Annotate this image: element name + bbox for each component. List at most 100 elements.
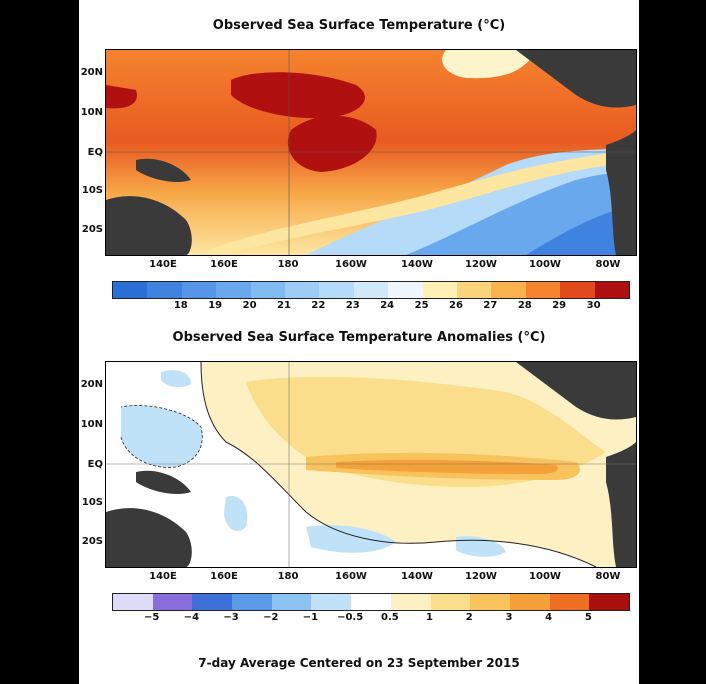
colorbar-swatch (560, 282, 595, 298)
colorbar-tick: 20 (242, 300, 257, 311)
sst-warm-pool-1 (231, 72, 365, 119)
ssta-cool-south-2 (306, 525, 396, 553)
colorbar-swatch (491, 282, 526, 298)
colorbar-swatch (457, 282, 492, 298)
lon-label: 80W (595, 259, 621, 270)
ssta-colorbar (112, 593, 630, 611)
ssta-land-south-america (606, 442, 636, 567)
lat-label: 20S (81, 224, 103, 235)
colorbar-swatch (470, 594, 510, 610)
figure-sheet: Observed Sea Surface Temperature (°C) 20… (79, 0, 639, 684)
lon-label: 100W (529, 259, 561, 270)
lat-label: 10N (80, 419, 103, 430)
colorbar-swatch (525, 282, 561, 298)
sst-land-new-guinea (136, 158, 191, 182)
colorbar-tick: 2 (465, 612, 473, 623)
colorbar-swatch (113, 594, 153, 610)
lon-label: 120W (465, 571, 497, 582)
colorbar-swatch (351, 594, 391, 610)
colorbar-swatch (390, 594, 431, 610)
colorbar-swatch (353, 282, 389, 298)
lat-label: EQ (87, 459, 103, 470)
colorbar-swatch (232, 594, 272, 610)
colorbar-tick: 21 (277, 300, 291, 311)
colorbar-swatch (311, 594, 352, 610)
lon-label: 140E (149, 571, 177, 582)
ssta-cool-west (121, 405, 203, 468)
sst-land-australia (106, 196, 192, 255)
colorbar-swatch (319, 282, 354, 298)
colorbar-tick: 24 (380, 300, 395, 311)
sst-title: Observed Sea Surface Temperature (°C) (212, 18, 506, 33)
colorbar-swatch (152, 594, 193, 610)
ssta-cool-north (161, 370, 191, 388)
lon-label: 160W (335, 259, 367, 270)
colorbar-tick: 26 (449, 300, 463, 311)
lat-label: 10N (80, 107, 103, 118)
lon-label: 80W (595, 571, 621, 582)
lon-label: 180 (277, 571, 299, 582)
colorbar-tick: 18 (173, 300, 188, 311)
caption: 7-day Average Centered on 23 September 2… (198, 656, 520, 670)
colorbar-tick: 0.5 (380, 612, 399, 623)
colorbar-swatch (271, 594, 312, 610)
colorbar-tick: 30 (586, 300, 601, 311)
lat-label: EQ (87, 147, 103, 158)
colorbar-tick: 23 (345, 300, 360, 311)
lon-label: 160E (210, 571, 238, 582)
colorbar-swatch (181, 282, 217, 298)
lat-label: 10S (81, 497, 103, 508)
lon-label: 140W (401, 259, 433, 270)
colorbar-tick: 22 (311, 300, 326, 311)
lat-label: 20N (80, 379, 103, 390)
colorbar-swatch (430, 594, 471, 610)
colorbar-tick: 1 (426, 612, 434, 623)
colorbar-swatch (147, 282, 182, 298)
lon-label: 180 (277, 259, 299, 270)
ssta-map (105, 361, 637, 568)
colorbar-tick: −4 (183, 612, 200, 623)
colorbar-tick: 5 (584, 612, 592, 623)
sst-cold-deep (526, 205, 636, 255)
colorbar-tick: 19 (208, 300, 223, 311)
ssta-equatorial-hot (336, 459, 558, 474)
lat-label: 20N (80, 67, 103, 78)
colorbar-swatch (216, 282, 251, 298)
lat-label: 10S (81, 185, 103, 196)
sst-map (105, 49, 637, 256)
colorbar-tick: 27 (483, 300, 498, 311)
lat-label: 20S (81, 536, 103, 547)
lon-label: 160W (335, 571, 367, 582)
lon-label: 120W (465, 259, 497, 270)
ssta-land-central-america (516, 362, 636, 420)
colorbar-swatch (113, 282, 148, 298)
colorbar-swatch (509, 594, 550, 610)
colorbar-tick: −1 (302, 612, 319, 623)
lon-label: 140E (149, 259, 177, 270)
colorbar-tick: 29 (552, 300, 567, 311)
colorbar-swatch (589, 594, 629, 610)
colorbar-swatch (250, 282, 286, 298)
colorbar-tick: 3 (505, 612, 513, 623)
sst-warm-pool-2 (287, 115, 377, 172)
colorbar-tick: 4 (545, 612, 553, 623)
colorbar-tick: 25 (414, 300, 429, 311)
sst-mid-band (196, 150, 636, 255)
lon-label: 160E (210, 259, 238, 270)
colorbar-swatch (285, 282, 320, 298)
sst-north-cool (442, 50, 536, 79)
sst-warm-west (106, 85, 137, 109)
ssta-land-australia (106, 508, 192, 567)
colorbar-swatch (549, 594, 590, 610)
colorbar-swatch (388, 282, 423, 298)
lon-label: 140W (401, 571, 433, 582)
ssta-title: Observed Sea Surface Temperature Anomali… (172, 330, 546, 345)
lon-label: 100W (529, 571, 561, 582)
colorbar-tick: −3 (223, 612, 239, 623)
sst-land-south-america (606, 130, 636, 255)
ssta-cool-south-1 (224, 496, 248, 532)
colorbar-swatch (192, 594, 233, 610)
sst-land-central-america (516, 50, 636, 108)
colorbar-tick: −0.5 (337, 612, 364, 623)
colorbar-tick: 28 (517, 300, 532, 311)
